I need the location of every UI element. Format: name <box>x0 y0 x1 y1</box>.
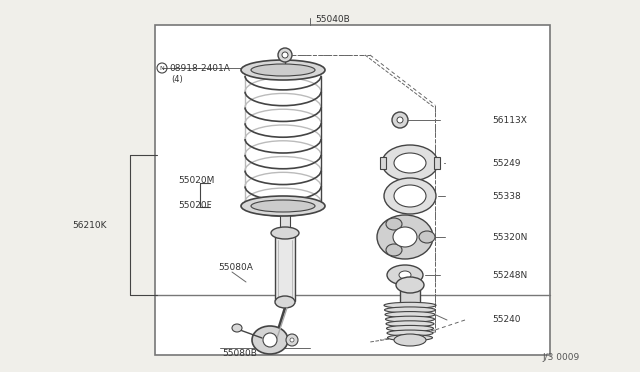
Bar <box>275 236 295 301</box>
Ellipse shape <box>377 215 433 259</box>
Ellipse shape <box>282 52 288 58</box>
Text: (4): (4) <box>171 74 183 83</box>
Ellipse shape <box>286 334 298 346</box>
Text: 55248N: 55248N <box>492 270 527 279</box>
Ellipse shape <box>271 227 299 239</box>
Ellipse shape <box>387 265 423 285</box>
Ellipse shape <box>396 277 424 293</box>
Text: 55040B: 55040B <box>315 15 349 23</box>
Ellipse shape <box>393 227 417 247</box>
Ellipse shape <box>251 200 315 212</box>
Ellipse shape <box>252 326 288 354</box>
Ellipse shape <box>385 312 435 318</box>
Text: 56210K: 56210K <box>72 221 106 230</box>
Text: 55020F: 55020F <box>178 201 212 209</box>
Ellipse shape <box>290 338 294 342</box>
Ellipse shape <box>385 307 435 313</box>
Ellipse shape <box>397 117 403 123</box>
Ellipse shape <box>382 145 438 181</box>
Ellipse shape <box>399 271 411 279</box>
Ellipse shape <box>387 330 433 336</box>
Ellipse shape <box>394 185 426 207</box>
Ellipse shape <box>394 153 426 173</box>
Ellipse shape <box>386 244 402 256</box>
Ellipse shape <box>278 48 292 62</box>
Text: N: N <box>159 65 164 71</box>
Text: 56113X: 56113X <box>492 115 527 125</box>
Ellipse shape <box>241 196 325 216</box>
Ellipse shape <box>385 316 435 322</box>
Bar <box>155 25 550 355</box>
Text: 55320N: 55320N <box>492 232 527 241</box>
Bar <box>400 285 420 303</box>
Ellipse shape <box>263 333 277 347</box>
Text: 55080B: 55080B <box>222 350 257 359</box>
Text: 55020M: 55020M <box>178 176 214 185</box>
Ellipse shape <box>232 324 242 332</box>
Ellipse shape <box>386 218 402 230</box>
Text: 55080A: 55080A <box>218 263 253 273</box>
Ellipse shape <box>387 326 433 331</box>
Text: 08918-2401A: 08918-2401A <box>169 64 230 73</box>
Ellipse shape <box>251 64 315 76</box>
Text: 55249: 55249 <box>492 158 520 167</box>
Bar <box>380 157 386 169</box>
Bar <box>280 215 290 233</box>
Ellipse shape <box>419 231 435 243</box>
Text: 55240: 55240 <box>492 315 520 324</box>
Ellipse shape <box>394 334 426 346</box>
Ellipse shape <box>384 178 436 214</box>
Ellipse shape <box>386 321 434 327</box>
Text: 55338: 55338 <box>492 192 521 201</box>
Ellipse shape <box>384 302 436 308</box>
Ellipse shape <box>241 60 325 80</box>
Ellipse shape <box>387 335 433 341</box>
Ellipse shape <box>392 112 408 128</box>
Bar <box>434 157 440 169</box>
Text: J/3 0009: J/3 0009 <box>543 353 580 362</box>
Ellipse shape <box>275 296 295 308</box>
